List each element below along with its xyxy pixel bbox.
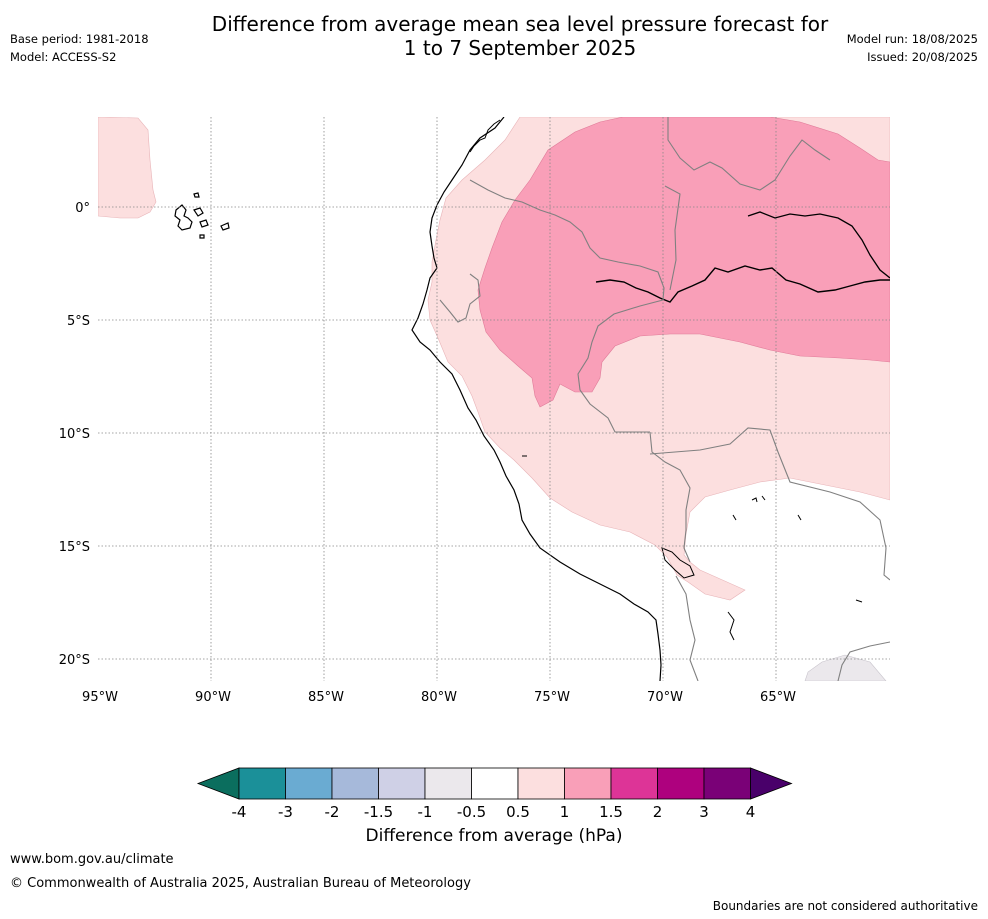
footer-copyright: © Commonwealth of Australia 2025, Austra…: [10, 876, 471, 891]
colorbar-segment: [331, 767, 379, 800]
colorbar-segment: [610, 767, 658, 800]
colorbar-tick-label: -0.5: [457, 803, 486, 821]
lon-label: 70°W: [647, 690, 683, 705]
lat-label: 20°S: [59, 653, 90, 668]
lon-label: 80°W: [421, 690, 457, 705]
title-line-2: 1 to 7 September 2025: [403, 36, 637, 60]
lon-label: 95°W: [82, 690, 118, 705]
coastline: [411, 117, 662, 681]
colorbar-extend-high: [750, 767, 793, 800]
lakes: [522, 455, 863, 641]
lat-label: 5°S: [67, 314, 90, 329]
lon-label: 85°W: [308, 690, 344, 705]
chart-title: Difference from average mean sea level p…: [150, 12, 890, 60]
lat-label: 0°: [75, 201, 90, 216]
meta-left: Base period: 1981-2018 Model: ACCESS-S2: [10, 30, 149, 66]
meta-right: Model run: 18/08/2025 Issued: 20/08/2025: [847, 30, 978, 66]
title-line-1: Difference from average mean sea level p…: [211, 12, 829, 36]
colorbar-tick-label: 0.5: [506, 803, 530, 821]
colorbar-tick-label: -1.5: [364, 803, 393, 821]
colorbar-tick-label: 1: [560, 803, 570, 821]
colorbar-segment: [285, 767, 333, 800]
latitude-labels: 0° 5°S 10°S 15°S 20°S: [59, 201, 90, 668]
gridlines: [98, 117, 890, 681]
coastline-north: [469, 119, 501, 153]
colorbar-segment: [238, 767, 286, 800]
anomaly-region-negative: [804, 654, 887, 681]
colorbar-tick-label: -2: [325, 803, 340, 821]
colorbar-segment: [378, 767, 426, 800]
colorbar-segment: [424, 767, 472, 800]
colorbar-tick-label: -1: [418, 803, 433, 821]
colorbar-ticks: -4 -3 -2 -1.5 -1 -0.5 0.5 1 1.5 2 3 4: [232, 803, 756, 821]
lon-label: 75°W: [534, 690, 570, 705]
colorbar-segment: [471, 767, 519, 800]
amazon-river: [595, 265, 890, 303]
river-north: [747, 211, 890, 279]
colorbar-segment: [657, 767, 705, 800]
anomaly-region-1-1.5: [477, 117, 890, 408]
footer-note: Boundaries are not considered authoritat…: [712, 899, 978, 913]
country-borders: [439, 117, 890, 681]
map-area: [98, 117, 890, 681]
colorbar: [196, 767, 793, 800]
issued-date: Issued: 20/08/2025: [867, 50, 978, 64]
colorbar-segment: [564, 767, 612, 800]
colorbar-tick-label: -3: [278, 803, 293, 821]
lat-label: 10°S: [59, 427, 90, 442]
anomaly-region-west: [98, 117, 157, 219]
colorbar-segment: [517, 767, 565, 800]
colorbar-segment: [703, 767, 751, 800]
colorbar-extend-low: [196, 767, 240, 800]
base-period: Base period: 1981-2018: [10, 32, 149, 46]
longitude-labels: 95°W 90°W 85°W 80°W 75°W 70°W 65°W: [82, 690, 796, 705]
colorbar-tick-label: 1.5: [599, 803, 623, 821]
lon-label: 90°W: [195, 690, 231, 705]
colorbar-tick-label: 4: [746, 803, 756, 821]
colorbar-title: Difference from average (hPa): [365, 826, 623, 846]
lat-label: 15°S: [59, 540, 90, 555]
colorbar-tick-label: 2: [653, 803, 663, 821]
model-run: Model run: 18/08/2025: [846, 32, 978, 46]
lon-label: 65°W: [760, 690, 796, 705]
galapagos-islands: [174, 192, 230, 239]
colorbar-tick-label: -4: [232, 803, 247, 821]
footer-url: www.bom.gov.au/climate: [10, 852, 174, 867]
colorbar-tick-label: 3: [699, 803, 709, 821]
model-name: Model: ACCESS-S2: [10, 50, 117, 64]
